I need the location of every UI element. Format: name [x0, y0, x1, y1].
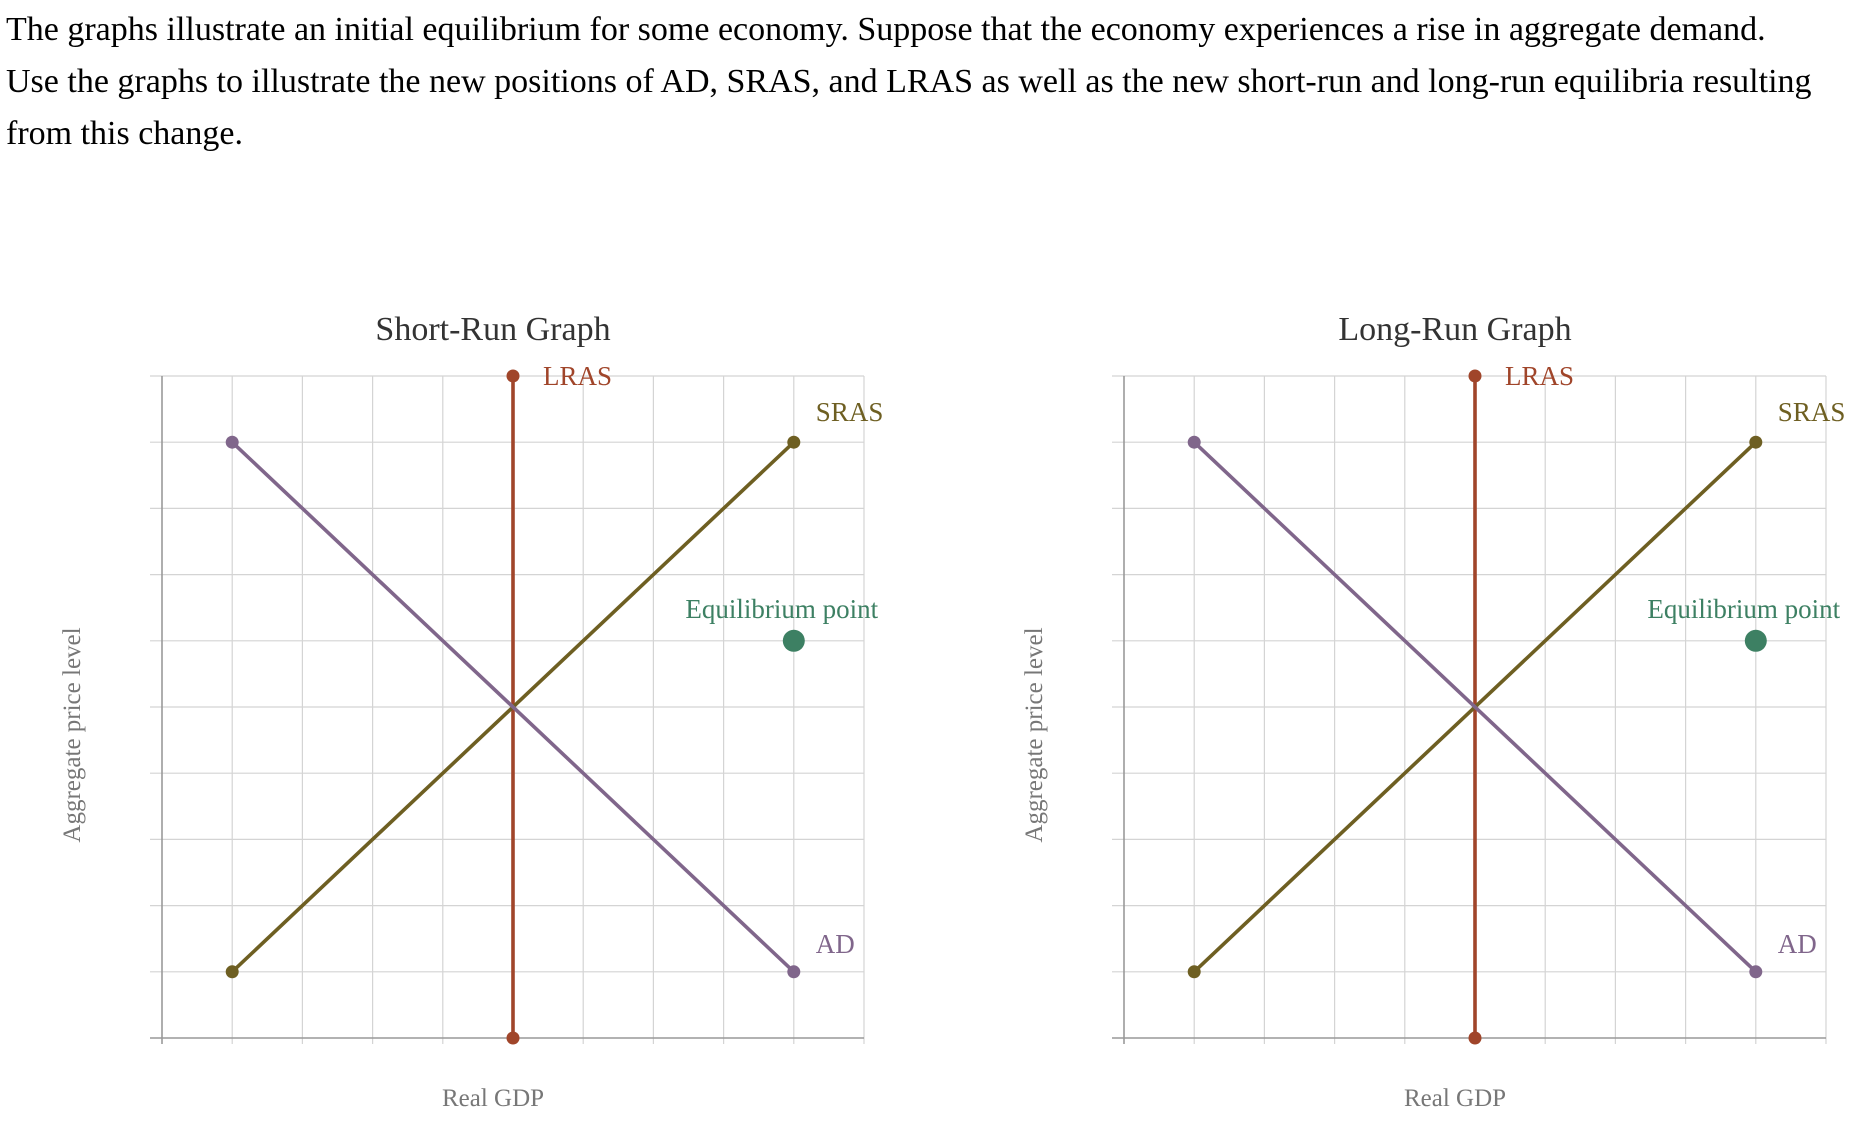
lras-label: LRAS — [543, 361, 612, 391]
sras-endpoint-handle[interactable] — [787, 435, 801, 449]
equilibrium-point-marker[interactable] — [1744, 629, 1767, 652]
x-axis-label: Real GDP — [1404, 1085, 1506, 1112]
chart-title: Long-Run Graph — [1338, 311, 1571, 348]
equilibrium-point-marker[interactable] — [782, 629, 805, 652]
short-run-chart: Short-Run Graph Real GDP Aggregate price l… — [59, 311, 883, 1112]
lras-endpoint-handle[interactable] — [506, 1031, 520, 1045]
lras-endpoint-handle[interactable] — [506, 369, 520, 383]
long-run-chart: Long-Run Graph Real GDP Aggregate price le… — [1021, 311, 1845, 1112]
chart-title: Short-Run Graph — [375, 311, 610, 348]
sras-label: SRAS — [816, 397, 884, 427]
equilibrium-point-label: Equilibrium point — [685, 594, 878, 624]
lras-label: LRAS — [1505, 361, 1574, 391]
ad-curve[interactable] — [1192, 440, 1758, 974]
ad-label: AD — [1778, 929, 1817, 959]
ad-curve[interactable] — [230, 440, 796, 974]
ad-endpoint-handle[interactable] — [1749, 965, 1763, 979]
y-axis-label: Aggregate price level — [59, 627, 86, 842]
ad-endpoint-handle[interactable] — [787, 965, 801, 979]
x-axis-label: Real GDP — [442, 1085, 544, 1112]
sras-endpoint-handle[interactable] — [1749, 435, 1763, 449]
lras-endpoint-handle[interactable] — [1468, 369, 1482, 383]
sras-endpoint-handle[interactable] — [225, 965, 239, 979]
sras-endpoint-handle[interactable] — [1187, 965, 1201, 979]
ad-endpoint-handle[interactable] — [1187, 435, 1201, 449]
y-axis-label: Aggregate price level — [1021, 627, 1048, 842]
ad-endpoint-handle[interactable] — [225, 435, 239, 449]
equilibrium-point-label: Equilibrium point — [1647, 594, 1840, 624]
lras-endpoint-handle[interactable] — [1468, 1031, 1482, 1045]
question-text: The graphs illustrate an initial equilib… — [6, 11, 1812, 152]
sras-label: SRAS — [1778, 397, 1846, 427]
ad-label: AD — [816, 929, 855, 959]
